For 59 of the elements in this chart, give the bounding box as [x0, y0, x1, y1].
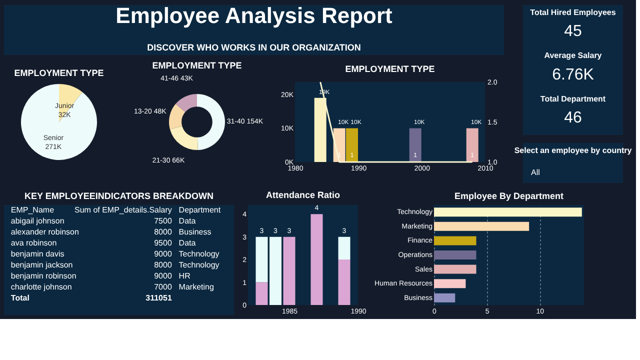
donut-slice — [176, 94, 197, 112]
text: Data — [178, 216, 196, 226]
category-label: alexander robinson — [10, 228, 79, 236]
text: Sum of EMP_details.Salary — [74, 206, 172, 214]
donut-slice — [170, 126, 198, 150]
text: Select an employee by country — [514, 146, 632, 155]
bar — [434, 279, 466, 288]
text: 8000 — [154, 228, 172, 236]
bar — [434, 250, 476, 260]
category-label: abigail johnson — [10, 216, 64, 226]
chart-title: EMPLOYMENT TYPE — [14, 68, 104, 78]
text: 311051 — [146, 294, 172, 302]
category-label: Total Hired Employees — [530, 8, 616, 17]
text: Technology — [178, 260, 220, 270]
text: 9000 — [154, 272, 172, 280]
text: Data — [178, 238, 196, 248]
text: 8000 — [154, 260, 172, 270]
bar — [256, 282, 268, 305]
category-label: Total Department — [540, 94, 606, 104]
category-label: benjamin davis — [10, 250, 64, 258]
category-label: charlotte johnson — [10, 282, 72, 292]
text: 45 — [564, 23, 582, 40]
category-label: ava robinson — [10, 238, 57, 248]
bar — [434, 264, 476, 274]
text: Business — [178, 228, 212, 236]
chart-title: EMPLOYMENT TYPE — [152, 60, 242, 70]
bar — [338, 236, 350, 260]
bar — [434, 208, 582, 217]
text: Department — [178, 206, 222, 214]
text: 6.76K — [552, 66, 594, 84]
text: HR — [178, 272, 191, 280]
text: KEY EMPLOYEEINDICATORS BREAKDOWN — [24, 191, 214, 201]
text: 9500 — [154, 238, 172, 248]
text: Marketing — [178, 282, 214, 292]
category-label: benjamin robinson — [10, 272, 76, 280]
category-label: benjamin jackson — [10, 260, 73, 270]
text: 7000 — [154, 282, 172, 292]
text: EMP_Name — [10, 206, 55, 214]
chart-title: EMPLOYMENT TYPE — [345, 64, 435, 74]
bar — [434, 236, 476, 246]
text: 7500 — [154, 216, 172, 226]
bar — [434, 293, 456, 302]
text: Technology — [178, 250, 220, 258]
chart-title: Attendance Ratio — [266, 190, 341, 200]
bar — [338, 260, 350, 305]
donut-slice — [169, 104, 186, 130]
text: DISCOVER WHO WORKS IN OUR ORGANIZATION — [147, 42, 361, 52]
text: 46 — [564, 110, 582, 127]
text: Employee Analysis Report — [116, 3, 394, 28]
pie-slice — [21, 84, 97, 160]
text: All — [531, 168, 540, 177]
bar — [283, 236, 296, 305]
donut-slice — [197, 94, 225, 150]
text: 9000 — [154, 250, 172, 258]
chart-title: Employee By Department — [454, 191, 564, 201]
text: Total — [10, 294, 30, 302]
bar — [310, 214, 323, 305]
bar — [434, 222, 530, 231]
category-label: Average Salary — [544, 51, 602, 60]
